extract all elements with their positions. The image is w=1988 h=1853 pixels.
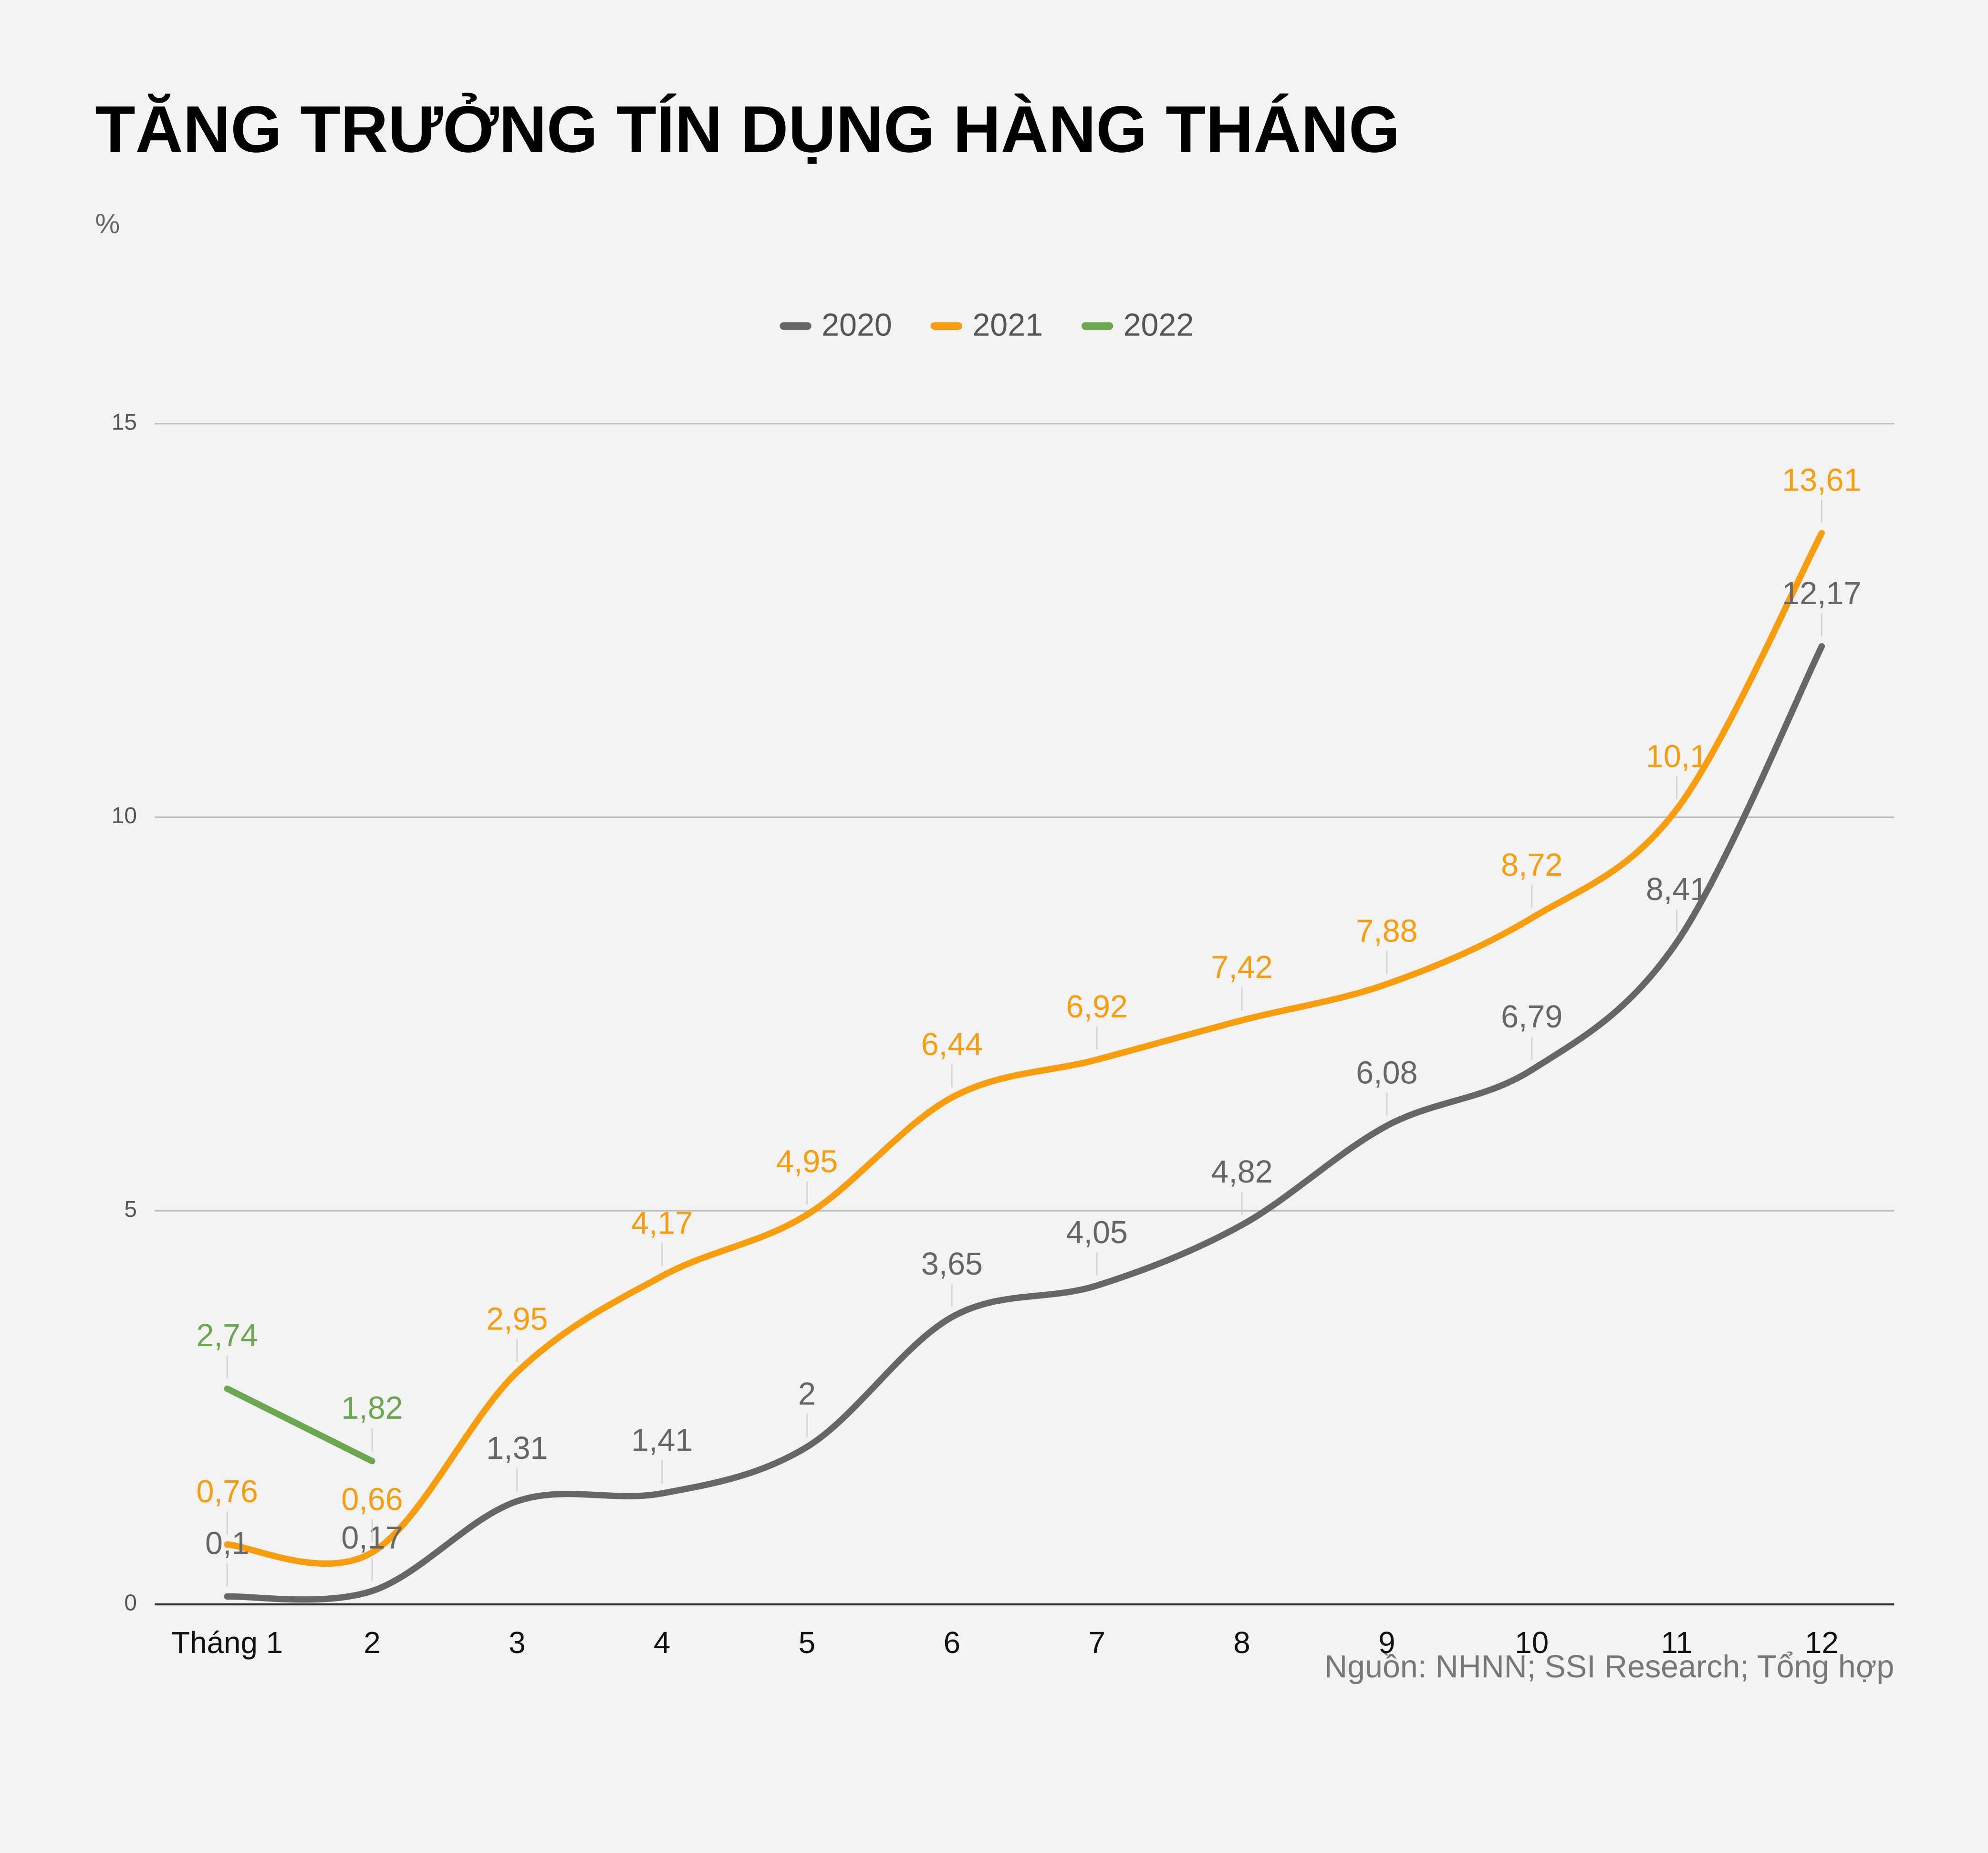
legend-label: 2022 (1124, 307, 1194, 343)
x-tick-label: 4 (654, 1625, 670, 1660)
data-label: 7,88 (1356, 913, 1417, 949)
data-label: 1,41 (631, 1423, 693, 1458)
legend-label: 2020 (822, 307, 892, 343)
data-label: 6,79 (1501, 999, 1562, 1035)
source-note: Nguồn: NHNN; SSI Research; Tổng hợp (1324, 1649, 1894, 1685)
x-tick-label: 5 (799, 1625, 815, 1660)
x-tick-label: 3 (509, 1625, 525, 1660)
series-line (224, 1385, 375, 1465)
data-label: 13,61 (1782, 462, 1861, 498)
data-label: 1,31 (486, 1431, 548, 1466)
data-label: 6,92 (1066, 989, 1128, 1025)
data-label: 8,41 (1646, 872, 1707, 907)
x-tick-label: 12 (1805, 1625, 1839, 1660)
x-tick-label: Tháng 1 (171, 1625, 283, 1660)
data-label: 2 (798, 1376, 816, 1412)
data-label: 6,44 (921, 1027, 983, 1062)
y-tick-label: 10 (112, 803, 137, 828)
x-tick-label: 9 (1378, 1625, 1395, 1660)
data-label: 4,05 (1066, 1215, 1128, 1250)
y-axis-unit: % (95, 209, 120, 240)
data-label: 6,08 (1356, 1055, 1417, 1090)
data-label: 7,42 (1211, 950, 1272, 985)
data-label: 0,66 (341, 1482, 403, 1517)
data-label: 3,65 (921, 1246, 983, 1282)
series-line (224, 643, 1825, 1603)
data-label: 8,72 (1501, 848, 1562, 883)
x-tick-label: 10 (1515, 1625, 1549, 1660)
data-label: 12,17 (1782, 576, 1861, 611)
data-label: 4,17 (631, 1205, 693, 1241)
chart-title: TĂNG TRƯỞNG TÍN DỤNG HÀNG THÁNG (95, 93, 1400, 166)
x-tick-label: 11 (1661, 1625, 1692, 1660)
x-tick-label: 8 (1233, 1625, 1250, 1660)
y-tick-label: 5 (124, 1197, 137, 1222)
data-label: 10,1 (1646, 739, 1707, 774)
data-label: 4,82 (1211, 1154, 1272, 1190)
data-label: 2,95 (486, 1302, 548, 1337)
y-tick-label: 15 (112, 409, 137, 435)
y-tick-label: 0 (124, 1591, 137, 1616)
data-label: 1,82 (341, 1391, 403, 1426)
x-tick-label: 6 (944, 1625, 960, 1660)
data-label: 4,95 (776, 1144, 838, 1180)
series-line (224, 530, 1825, 1567)
legend-label: 2021 (972, 307, 1043, 343)
x-tick-label: 7 (1088, 1625, 1105, 1660)
data-label: 0,76 (196, 1474, 258, 1509)
data-label: 2,74 (196, 1318, 258, 1353)
x-tick-label: 2 (364, 1625, 380, 1660)
